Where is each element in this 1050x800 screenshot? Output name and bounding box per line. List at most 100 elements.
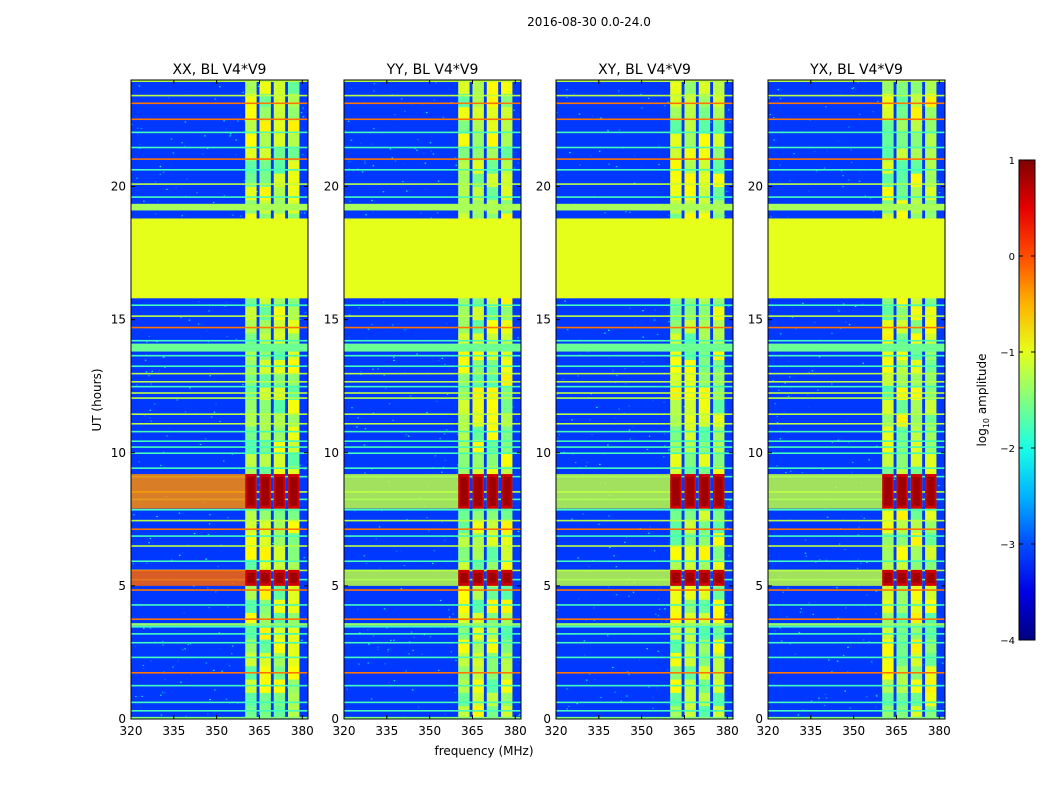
signal-segment: [288, 372, 300, 387]
noise-pixel: [350, 139, 353, 141]
signal-segment: [882, 705, 894, 719]
noise-pixel: [154, 641, 156, 643]
signal-segment: [472, 625, 484, 640]
signal-segment: [670, 293, 682, 307]
signal-segment: [882, 80, 894, 94]
signal-segment: [259, 346, 271, 361]
panel-image: [768, 80, 945, 719]
noise-pixel: [164, 692, 166, 694]
signal-segment: [259, 625, 271, 640]
noise-pixel: [197, 323, 200, 325]
noise-pixel: [395, 550, 398, 553]
noise-pixel: [816, 555, 819, 557]
signal-segment: [684, 106, 696, 121]
signal-segment: [925, 466, 937, 480]
signal-segment: [910, 119, 923, 134]
signal-segment: [273, 585, 286, 600]
signal-segment: [882, 319, 894, 334]
rfi-line: [556, 684, 733, 687]
rfi-line: [768, 380, 945, 383]
noise-pixel: [586, 679, 588, 681]
rfi-line: [768, 196, 945, 198]
noise-pixel: [868, 641, 870, 643]
noise-pixel: [351, 407, 353, 409]
noise-pixel: [791, 309, 794, 311]
noise-pixel: [181, 552, 184, 554]
signal-segment: [910, 173, 923, 187]
signal-segment: [259, 306, 271, 321]
signal-segment: [925, 452, 937, 467]
noise-pixel: [725, 191, 727, 193]
y-tick-label: 10: [536, 446, 551, 460]
noise-pixel: [425, 342, 428, 344]
signal-segment: [925, 319, 937, 334]
noise-pixel: [769, 114, 772, 116]
noise-pixel: [790, 470, 792, 472]
rfi-line: [344, 440, 521, 442]
bright-band: [556, 203, 733, 211]
noise-pixel: [591, 434, 593, 436]
signal-segment: [684, 639, 696, 653]
noise-pixel: [825, 106, 827, 108]
rfi-line: [556, 380, 733, 383]
noise-pixel: [391, 324, 394, 326]
noise-pixel: [350, 160, 353, 163]
noise-pixel: [403, 329, 406, 331]
signal-segment: [472, 532, 484, 547]
rfi-line: [131, 422, 308, 425]
signal-segment: [472, 372, 484, 387]
noise-pixel: [579, 339, 581, 341]
rfi-line: [556, 365, 733, 368]
noise-pixel: [828, 659, 830, 661]
noise-pixel: [571, 419, 573, 421]
noise-pixel: [850, 161, 853, 164]
noise-pixel: [421, 653, 423, 655]
signal-segment: [273, 625, 286, 640]
rfi-line: [556, 94, 733, 97]
noise-pixel: [728, 555, 730, 557]
noise-pixel: [469, 376, 472, 378]
noise-pixel: [600, 696, 602, 699]
noise-pixel: [777, 386, 780, 389]
signal-segment: [501, 705, 513, 719]
rfi-line: [768, 339, 945, 342]
y-tick-label: 5: [118, 579, 126, 593]
rfi-line: [131, 365, 308, 368]
signal-segment: [245, 80, 257, 94]
signal-segment: [273, 426, 286, 440]
noise-pixel: [856, 567, 859, 569]
signal-segment: [486, 652, 499, 667]
signal-segment: [458, 159, 470, 174]
noise-pixel: [818, 558, 821, 561]
noise-pixel: [608, 329, 610, 331]
noise-pixel: [258, 484, 261, 486]
burst-core: [700, 572, 709, 583]
noise-pixel: [604, 332, 606, 334]
signal-segment: [288, 293, 300, 307]
rfi-line: [344, 528, 521, 531]
noise-pixel: [644, 308, 647, 310]
rfi-line: [556, 339, 733, 342]
signal-segment: [910, 372, 923, 387]
signal-segment: [288, 306, 300, 321]
signal-segment: [458, 639, 470, 653]
signal-segment: [486, 426, 499, 440]
noise-pixel: [149, 417, 152, 419]
noise-pixel: [596, 406, 598, 409]
noise-pixel: [397, 322, 400, 325]
noise-pixel: [303, 556, 305, 559]
noise-pixel: [578, 113, 581, 115]
rfi-line: [768, 326, 945, 329]
signal-segment: [882, 372, 894, 387]
noise-pixel: [802, 709, 805, 711]
noise-pixel: [786, 616, 788, 618]
noise-pixel: [908, 655, 911, 657]
signal-segment: [925, 625, 937, 640]
noise-pixel: [608, 515, 610, 517]
signal-segment: [273, 173, 286, 187]
noise-pixel: [868, 459, 870, 461]
rfi-line: [768, 440, 945, 442]
noise-pixel: [842, 518, 844, 520]
noise-pixel: [571, 518, 573, 520]
noise-pixel: [837, 617, 839, 619]
